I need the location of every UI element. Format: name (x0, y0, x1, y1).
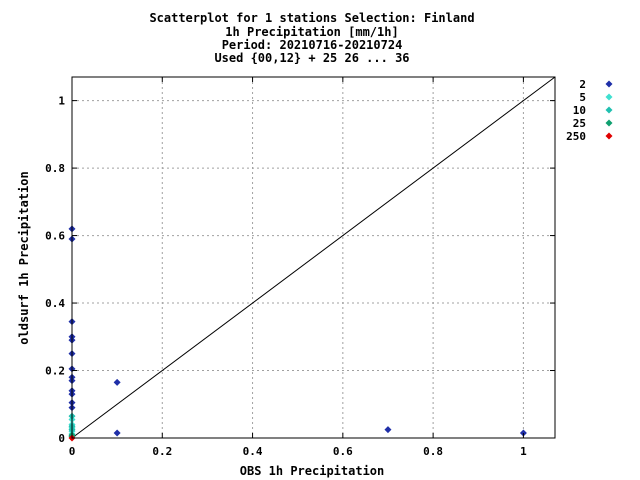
y-tick-label: 0 (58, 432, 65, 445)
legend-marker (605, 106, 613, 114)
data-point-2 (113, 378, 121, 386)
y-tick-label: 0.4 (45, 297, 65, 310)
legend-label: 10 (573, 104, 586, 117)
x-axis-ticks: 0 0.2 0.4 0.6 0.8 1 (69, 77, 527, 458)
legend-marker (605, 132, 613, 140)
x-tick-label: 0.4 (243, 445, 263, 458)
title-line-4: Used {00,12} + 25 26 ... 36 (214, 51, 409, 65)
legend-label: 2 (579, 78, 586, 91)
legend-label: 250 (566, 130, 586, 143)
chart-title: Scatterplot for 1 stations Selection: Fi… (149, 11, 474, 65)
title-line-1: Scatterplot for 1 stations Selection: Fi… (149, 11, 474, 25)
x-tick-label: 0 (69, 445, 76, 458)
y-tick-label: 0.8 (45, 162, 65, 175)
one-to-one-line (71, 76, 556, 439)
x-tick-label: 1 (520, 445, 527, 458)
legend-label: 5 (579, 91, 586, 104)
x-tick-label: 0.6 (333, 445, 353, 458)
title-line-2: 1h Precipitation [mm/1h] (225, 25, 398, 39)
data-points (68, 225, 527, 442)
grid-lines (72, 77, 555, 438)
plot-frame (71, 76, 556, 439)
data-point-2 (113, 429, 121, 437)
y-axis-ticks: 0 0.2 0.4 0.6 0.8 1 (45, 95, 555, 445)
legend-marker (605, 119, 613, 127)
x-axis-label: OBS 1h Precipitation (240, 464, 385, 478)
y-axis-label: oldsurf 1h Precipitation (17, 171, 31, 344)
x-tick-label: 0.8 (423, 445, 443, 458)
legend-label: 25 (573, 117, 586, 130)
data-point-2 (519, 429, 527, 437)
legend-marker (605, 80, 613, 88)
y-tick-label: 1 (58, 95, 65, 108)
x-tick-label: 0.2 (152, 445, 172, 458)
title-line-3: Period: 20210716-20210724 (222, 38, 403, 52)
y-tick-label: 0.2 (45, 365, 65, 378)
data-point-2 (384, 426, 392, 434)
legend-marker (605, 93, 613, 101)
y-tick-label: 0.6 (45, 230, 65, 243)
